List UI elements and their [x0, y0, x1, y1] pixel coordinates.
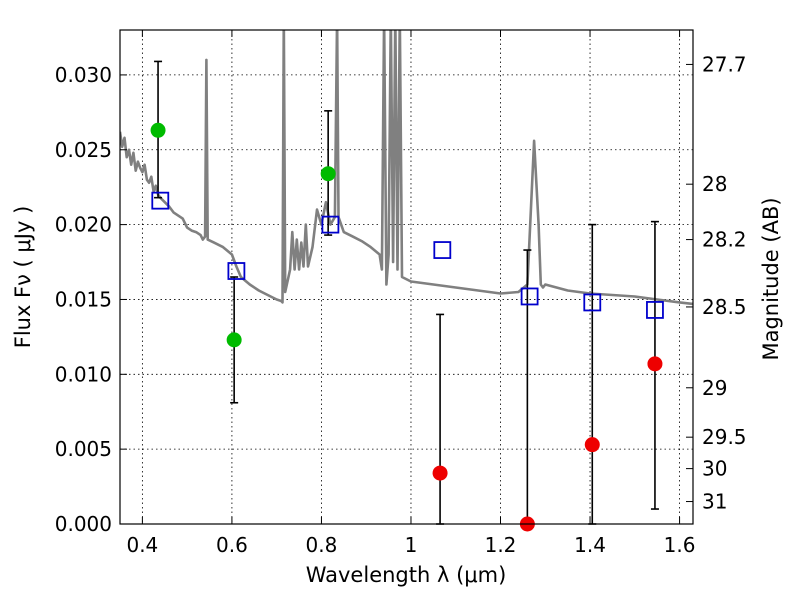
blue-square-point	[583, 293, 602, 312]
green-point	[320, 166, 336, 182]
y-axis-title: Flux Fν ( μJy )	[11, 206, 35, 349]
right-tick-label: 31	[702, 490, 727, 514]
right-tick-label: 28	[702, 172, 727, 196]
blue-square-point	[227, 262, 246, 280]
red-point	[647, 356, 663, 372]
green-point	[226, 332, 242, 348]
x-tick-label: 0.8	[306, 533, 338, 557]
red-point	[432, 465, 448, 481]
x-axis-title: Wavelength λ (μm)	[306, 563, 507, 587]
plot-frame	[119, 29, 694, 525]
tick-layer: 0.4 0.6 0.8 1 1.2 1.4 1.6 0.000 0.005 0.010 0.015 0…	[55, 30, 747, 557]
right-tick-label: 28.5	[702, 295, 747, 319]
y-tick-label: 0.020	[55, 213, 112, 237]
spectrum-line	[120, 30, 693, 306]
x-tick-label: 1.6	[664, 533, 696, 557]
y-tick-label: 0.015	[55, 287, 112, 311]
x-tick-label: 0.4	[126, 533, 158, 557]
right-tick-label: 29.5	[702, 425, 747, 449]
blue-square-point	[433, 241, 452, 259]
x-tick-label: 0.6	[216, 533, 248, 557]
data-layer	[120, 30, 693, 306]
x-tick-label: 1.2	[485, 533, 517, 557]
y-tick-label: 0.025	[55, 138, 112, 162]
x-tick-label: 1	[405, 533, 418, 557]
y-axis-right-title: Magnitude (AB)	[759, 197, 783, 360]
blue-square-point	[321, 215, 340, 234]
blue-square-point	[520, 287, 539, 306]
right-tick-label: 28.2	[702, 228, 747, 252]
x-tick-label: 1.4	[574, 533, 606, 557]
green-point	[150, 122, 166, 138]
right-tick-label: 29	[702, 376, 727, 400]
y-tick-label: 0.010	[55, 362, 112, 386]
right-tick-label: 27.7	[702, 52, 747, 76]
y-tick-label: 0.030	[55, 63, 112, 87]
right-tick-label: 30	[702, 457, 727, 481]
y-tick-label: 0.000	[55, 512, 112, 536]
y-tick-label: 0.005	[55, 437, 112, 461]
blue-square-point	[646, 301, 664, 319]
red-point	[584, 437, 600, 453]
blue-square-point	[151, 191, 170, 210]
